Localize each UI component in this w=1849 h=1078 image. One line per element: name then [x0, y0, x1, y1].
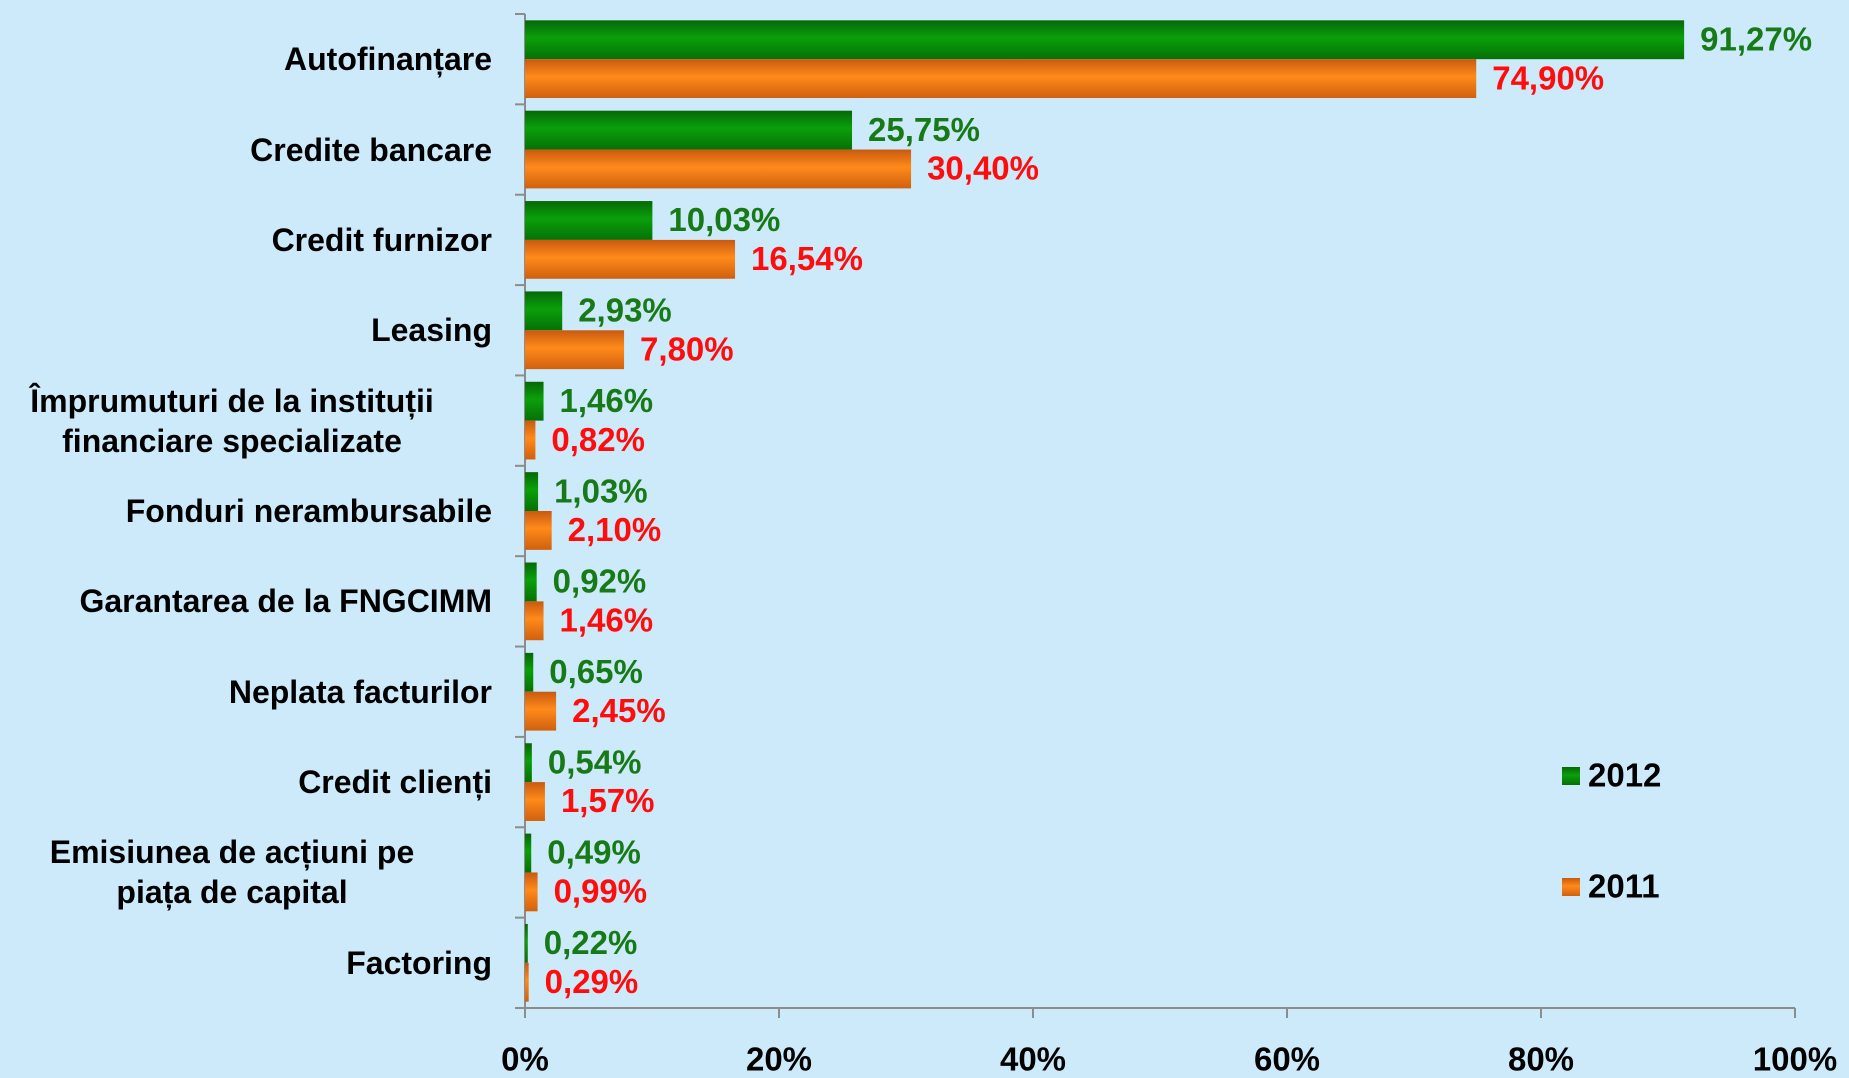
category-label: Leasing: [371, 312, 492, 349]
category-label: Neplata facturilor: [228, 673, 492, 710]
bar: [525, 381, 544, 421]
category-label: Fonduri nerambursabile: [125, 493, 492, 529]
x-tick-label: 40%: [1000, 1041, 1066, 1078]
value-label: 1,46%: [560, 382, 654, 419]
value-label: 0,29%: [545, 963, 639, 1000]
bar: [525, 562, 537, 602]
bar: [525, 420, 536, 460]
value-label: 0,99%: [554, 873, 648, 910]
category-label: Credit furnizor: [271, 221, 492, 258]
bar: [525, 962, 529, 1002]
value-label: 10,03%: [668, 201, 780, 238]
value-label: 91,27%: [1700, 20, 1812, 57]
value-label: 0,54%: [548, 743, 642, 780]
bar: [525, 472, 539, 511]
bar: [525, 201, 653, 240]
legend-swatch: [1562, 767, 1580, 785]
bar: [525, 691, 557, 731]
value-label: 30,40%: [927, 150, 1039, 187]
legend-label: 2012: [1588, 757, 1661, 794]
bar: [525, 59, 1477, 99]
category-label: Credite bancare: [250, 131, 492, 168]
bar: [525, 872, 538, 912]
bar: [525, 782, 545, 821]
value-label: 1,03%: [554, 472, 648, 509]
legend-label: 2011: [1588, 868, 1660, 905]
value-label: 0,82%: [551, 421, 645, 458]
value-label: 25,75%: [868, 111, 980, 148]
bar: [525, 511, 552, 550]
value-label: 0,22%: [544, 924, 638, 961]
x-tick-label: 20%: [746, 1041, 812, 1078]
value-label: 16,54%: [751, 240, 863, 277]
x-tick-label: 0%: [501, 1041, 549, 1078]
category-label: Emisiunea de acțiuni pe piața de capital: [49, 834, 415, 911]
value-label: 0,65%: [549, 653, 643, 690]
bar: [525, 20, 1685, 60]
x-tick-label: 100%: [1753, 1041, 1837, 1078]
value-label: 2,93%: [578, 292, 672, 329]
x-tick-label: 80%: [1508, 1041, 1574, 1078]
category-label: Factoring: [346, 944, 492, 981]
category-label: Credit clienți: [298, 764, 492, 801]
bar: [525, 743, 532, 783]
bar: [525, 923, 528, 963]
value-label: 1,57%: [561, 782, 655, 819]
bar: [525, 239, 736, 279]
category-label: Împrumuturi de la instituții financiare …: [30, 382, 434, 459]
value-label: 0,92%: [553, 563, 647, 600]
value-label: 2,10%: [568, 511, 662, 548]
bar: [525, 110, 853, 150]
value-label: 0,49%: [547, 834, 641, 871]
bar: [525, 601, 544, 641]
value-label: 74,90%: [1492, 59, 1604, 96]
bar: [525, 833, 532, 873]
legend-swatch: [1562, 878, 1580, 896]
category-label: Garantarea de la FNGCIMM: [79, 583, 492, 620]
category-label: Autofinanțare: [284, 41, 492, 78]
bar: [525, 149, 912, 189]
x-tick-label: 60%: [1254, 1041, 1320, 1078]
bar: [525, 330, 625, 370]
value-label: 2,45%: [572, 692, 666, 729]
value-label: 1,46%: [560, 602, 654, 639]
bar: [525, 652, 534, 692]
value-label: 7,80%: [640, 330, 734, 367]
bar: [525, 291, 563, 331]
